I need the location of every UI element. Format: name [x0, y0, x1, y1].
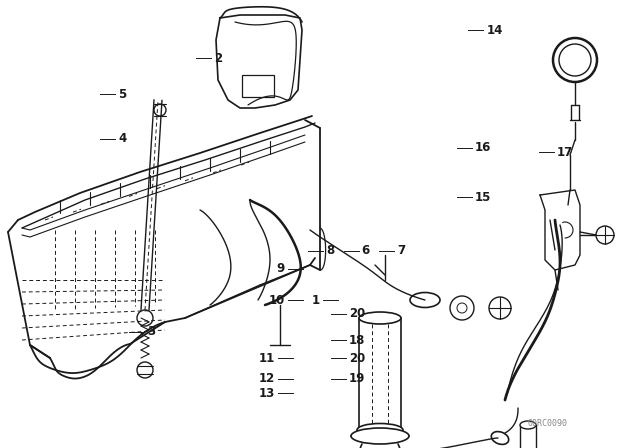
Ellipse shape: [520, 421, 536, 429]
Text: 6: 6: [362, 244, 370, 258]
Text: 7: 7: [397, 244, 405, 258]
Text: 00RC0090: 00RC0090: [527, 419, 567, 428]
Text: 14: 14: [486, 24, 503, 37]
Ellipse shape: [357, 423, 403, 436]
Text: 2: 2: [214, 52, 223, 65]
Text: 5: 5: [118, 87, 127, 101]
Text: 4: 4: [118, 132, 127, 146]
Text: 10: 10: [269, 293, 285, 307]
Text: 13: 13: [259, 387, 275, 400]
Text: 9: 9: [276, 262, 285, 276]
Text: 11: 11: [259, 352, 275, 365]
Ellipse shape: [351, 428, 409, 444]
Text: 1: 1: [312, 293, 320, 307]
Text: 18: 18: [349, 334, 365, 347]
Text: 16: 16: [475, 141, 492, 155]
Text: 8: 8: [326, 244, 335, 258]
Text: 17: 17: [557, 146, 573, 159]
Text: 20: 20: [349, 307, 365, 320]
Text: 12: 12: [259, 372, 275, 385]
Text: 15: 15: [475, 190, 492, 204]
Text: 20: 20: [349, 352, 365, 365]
Text: 19: 19: [349, 372, 365, 385]
Bar: [242, 75, 274, 97]
Ellipse shape: [359, 312, 401, 324]
Text: 3: 3: [147, 325, 156, 338]
